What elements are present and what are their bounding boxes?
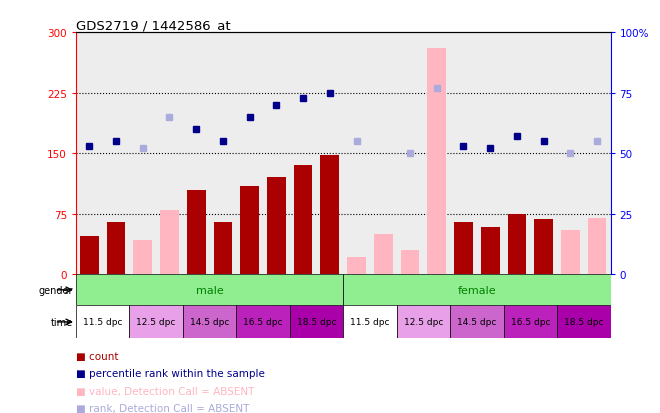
Bar (214, 222, 232, 275)
Bar (561, 230, 579, 275)
Bar (294, 166, 312, 275)
Text: 12.5 dpc: 12.5 dpc (137, 318, 176, 327)
Bar (557, 33, 584, 275)
Bar (370, 33, 397, 275)
Bar (450, 306, 504, 339)
Bar (183, 33, 210, 275)
Bar (401, 250, 419, 275)
Bar (321, 155, 339, 275)
Bar (263, 33, 290, 275)
Bar (397, 306, 450, 339)
Bar (76, 306, 129, 339)
Bar (103, 33, 129, 275)
Text: 11.5 dpc: 11.5 dpc (83, 318, 122, 327)
Bar (477, 33, 504, 275)
Text: 18.5 dpc: 18.5 dpc (297, 318, 336, 327)
Bar (584, 33, 610, 275)
Text: ■ value, Detection Call = ABSENT: ■ value, Detection Call = ABSENT (76, 386, 254, 396)
Bar (236, 33, 263, 275)
Text: 14.5 dpc: 14.5 dpc (190, 318, 229, 327)
Bar (187, 190, 205, 275)
Text: ■ rank, Detection Call = ABSENT: ■ rank, Detection Call = ABSENT (76, 403, 249, 413)
Bar (535, 220, 553, 275)
Bar (107, 222, 125, 275)
Text: 12.5 dpc: 12.5 dpc (404, 318, 443, 327)
Bar (76, 275, 343, 306)
Bar (236, 306, 290, 339)
Bar (531, 33, 557, 275)
Bar (160, 210, 179, 275)
Bar (374, 234, 393, 275)
Bar (80, 236, 98, 275)
Bar (454, 222, 473, 275)
Bar (290, 306, 343, 339)
Bar (210, 33, 236, 275)
Text: female: female (457, 285, 496, 295)
Bar (481, 228, 500, 275)
Text: 18.5 dpc: 18.5 dpc (564, 318, 603, 327)
Bar (317, 33, 343, 275)
Text: 14.5 dpc: 14.5 dpc (457, 318, 496, 327)
Bar (267, 178, 286, 275)
Bar (428, 49, 446, 275)
Text: gender: gender (38, 285, 73, 295)
Bar (290, 33, 317, 275)
Bar (588, 218, 607, 275)
Bar (508, 214, 526, 275)
Bar (240, 186, 259, 275)
Text: 11.5 dpc: 11.5 dpc (350, 318, 389, 327)
Text: male: male (195, 285, 224, 295)
Bar (343, 33, 370, 275)
Bar (343, 306, 397, 339)
Bar (129, 306, 183, 339)
Bar (343, 275, 610, 306)
Text: 16.5 dpc: 16.5 dpc (511, 318, 550, 327)
Bar (504, 33, 531, 275)
Bar (397, 33, 424, 275)
Text: ■ percentile rank within the sample: ■ percentile rank within the sample (76, 368, 265, 378)
Bar (76, 33, 103, 275)
Bar (347, 257, 366, 275)
Text: GDS2719 / 1442586_at: GDS2719 / 1442586_at (76, 19, 230, 32)
Bar (133, 241, 152, 275)
Bar (557, 306, 610, 339)
Bar (183, 306, 236, 339)
Bar (129, 33, 156, 275)
Text: 16.5 dpc: 16.5 dpc (244, 318, 282, 327)
Bar (424, 33, 450, 275)
Text: time: time (50, 317, 73, 327)
Text: ■ count: ■ count (76, 351, 118, 361)
Bar (504, 306, 557, 339)
Bar (156, 33, 183, 275)
Bar (450, 33, 477, 275)
